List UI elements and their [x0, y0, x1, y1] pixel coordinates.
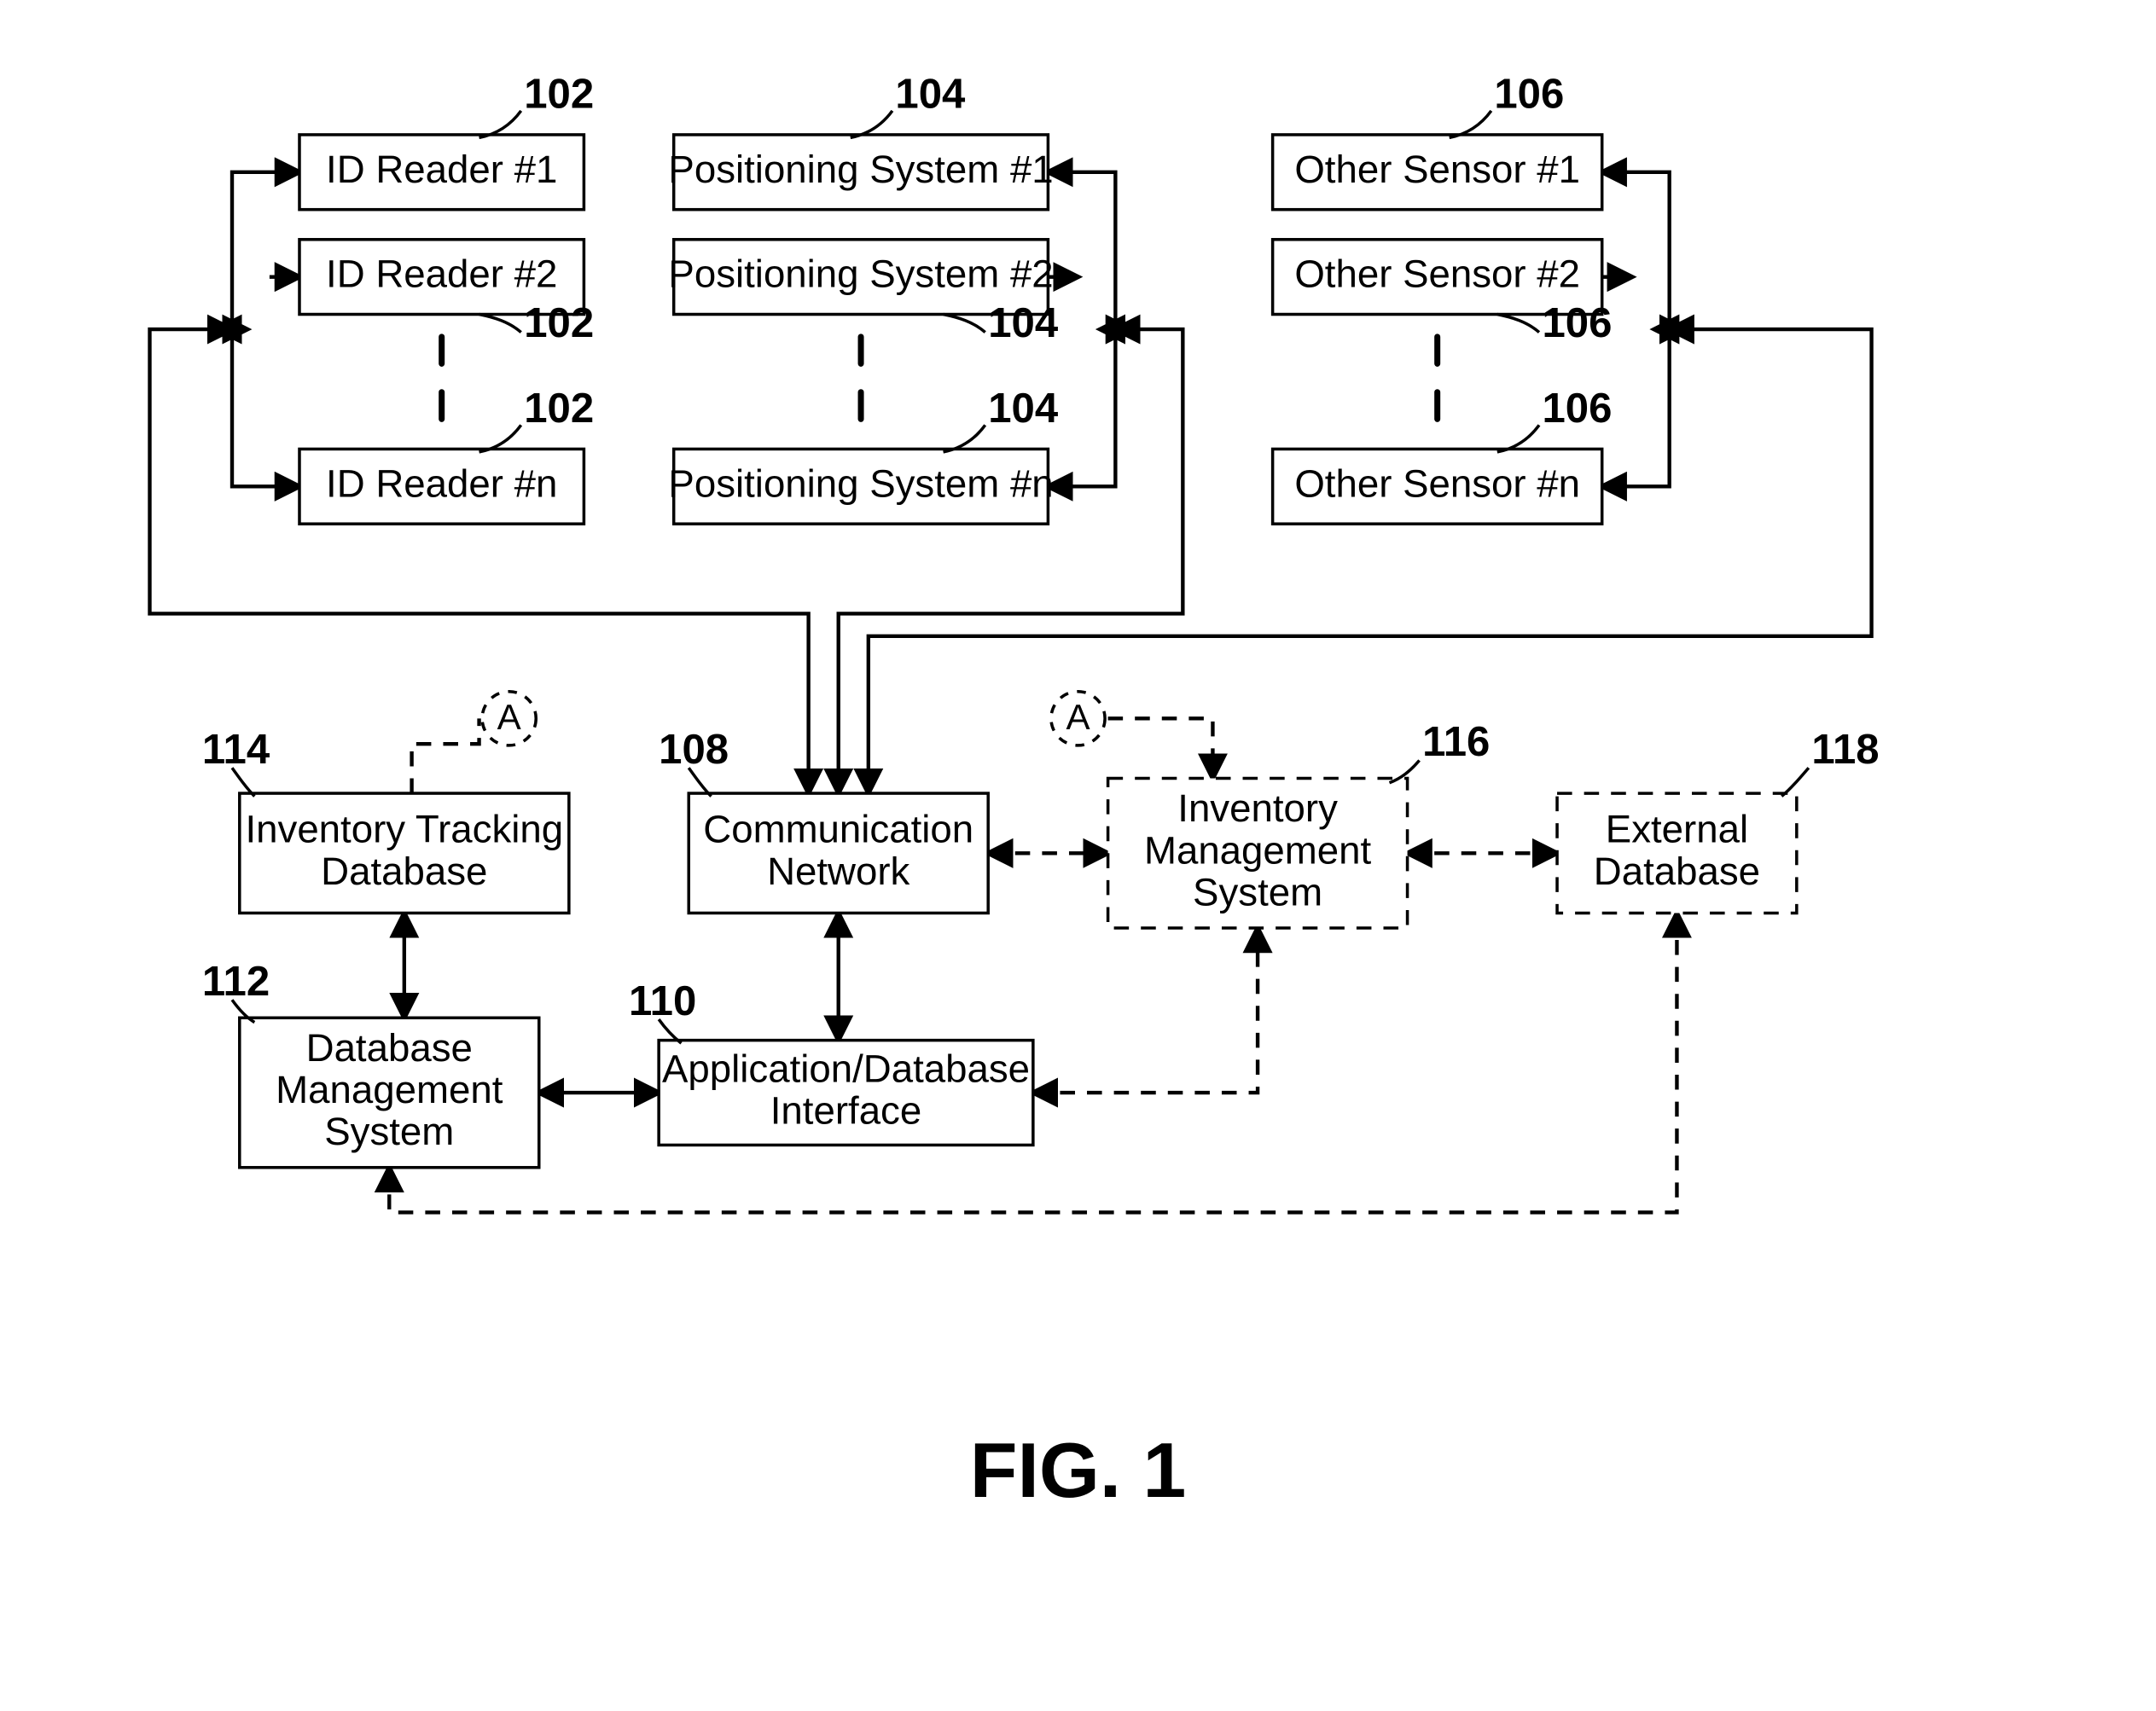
svg-text:Interface: Interface: [770, 1089, 921, 1133]
svg-text:Communication: Communication: [703, 808, 973, 851]
svg-text:106: 106: [1543, 386, 1613, 432]
svg-text:104: 104: [988, 386, 1059, 432]
svg-text:ID Reader #n: ID Reader #n: [326, 461, 557, 505]
svg-text:External: External: [1606, 808, 1748, 851]
svg-text:Inventory: Inventory: [1177, 786, 1338, 830]
svg-text:Other Sensor #n: Other Sensor #n: [1294, 461, 1580, 505]
svg-text:Inventory Tracking: Inventory Tracking: [245, 808, 563, 851]
svg-text:116: 116: [1422, 719, 1490, 765]
svg-text:114: 114: [202, 727, 270, 773]
svg-text:A: A: [497, 697, 521, 737]
svg-text:104: 104: [988, 300, 1059, 346]
svg-text:Positioning System #2: Positioning System #2: [668, 252, 1053, 296]
svg-text:Network: Network: [767, 850, 909, 893]
svg-text:System: System: [324, 1110, 454, 1153]
svg-text:102: 102: [524, 71, 594, 117]
svg-text:Management: Management: [1144, 828, 1372, 872]
svg-text:118: 118: [1811, 727, 1879, 773]
svg-text:FIG. 1: FIG. 1: [970, 1427, 1187, 1514]
svg-text:112: 112: [202, 959, 270, 1005]
svg-text:ID Reader #2: ID Reader #2: [326, 252, 557, 296]
svg-text:Other Sensor #1: Other Sensor #1: [1294, 148, 1580, 191]
svg-text:Database: Database: [1594, 850, 1760, 893]
svg-text:Database: Database: [306, 1026, 473, 1070]
svg-text:Other Sensor #2: Other Sensor #2: [1294, 252, 1580, 296]
patent-figure: A A ID Reader #1 ID Reader #2 ID Reader #n Po…: [0, 0, 2156, 1691]
svg-text:102: 102: [524, 300, 594, 346]
svg-text:Database: Database: [321, 850, 487, 893]
svg-text:Positioning System #1: Positioning System #1: [668, 148, 1053, 191]
svg-text:102: 102: [524, 386, 594, 432]
svg-text:110: 110: [629, 978, 696, 1024]
svg-text:104: 104: [895, 71, 966, 117]
svg-text:ID Reader #1: ID Reader #1: [326, 148, 557, 191]
svg-text:System: System: [1193, 870, 1322, 914]
svg-text:Management: Management: [276, 1068, 503, 1111]
svg-text:Positioning System #n: Positioning System #n: [668, 461, 1053, 505]
svg-text:106: 106: [1543, 300, 1613, 346]
svg-text:108: 108: [659, 727, 729, 773]
svg-text:A: A: [1066, 697, 1090, 737]
diagram-svg: A A ID Reader #1 ID Reader #2 ID Reader #n Po…: [0, 0, 2156, 1691]
svg-text:106: 106: [1494, 71, 1564, 117]
svg-text:Application/Database: Application/Database: [662, 1047, 1030, 1091]
